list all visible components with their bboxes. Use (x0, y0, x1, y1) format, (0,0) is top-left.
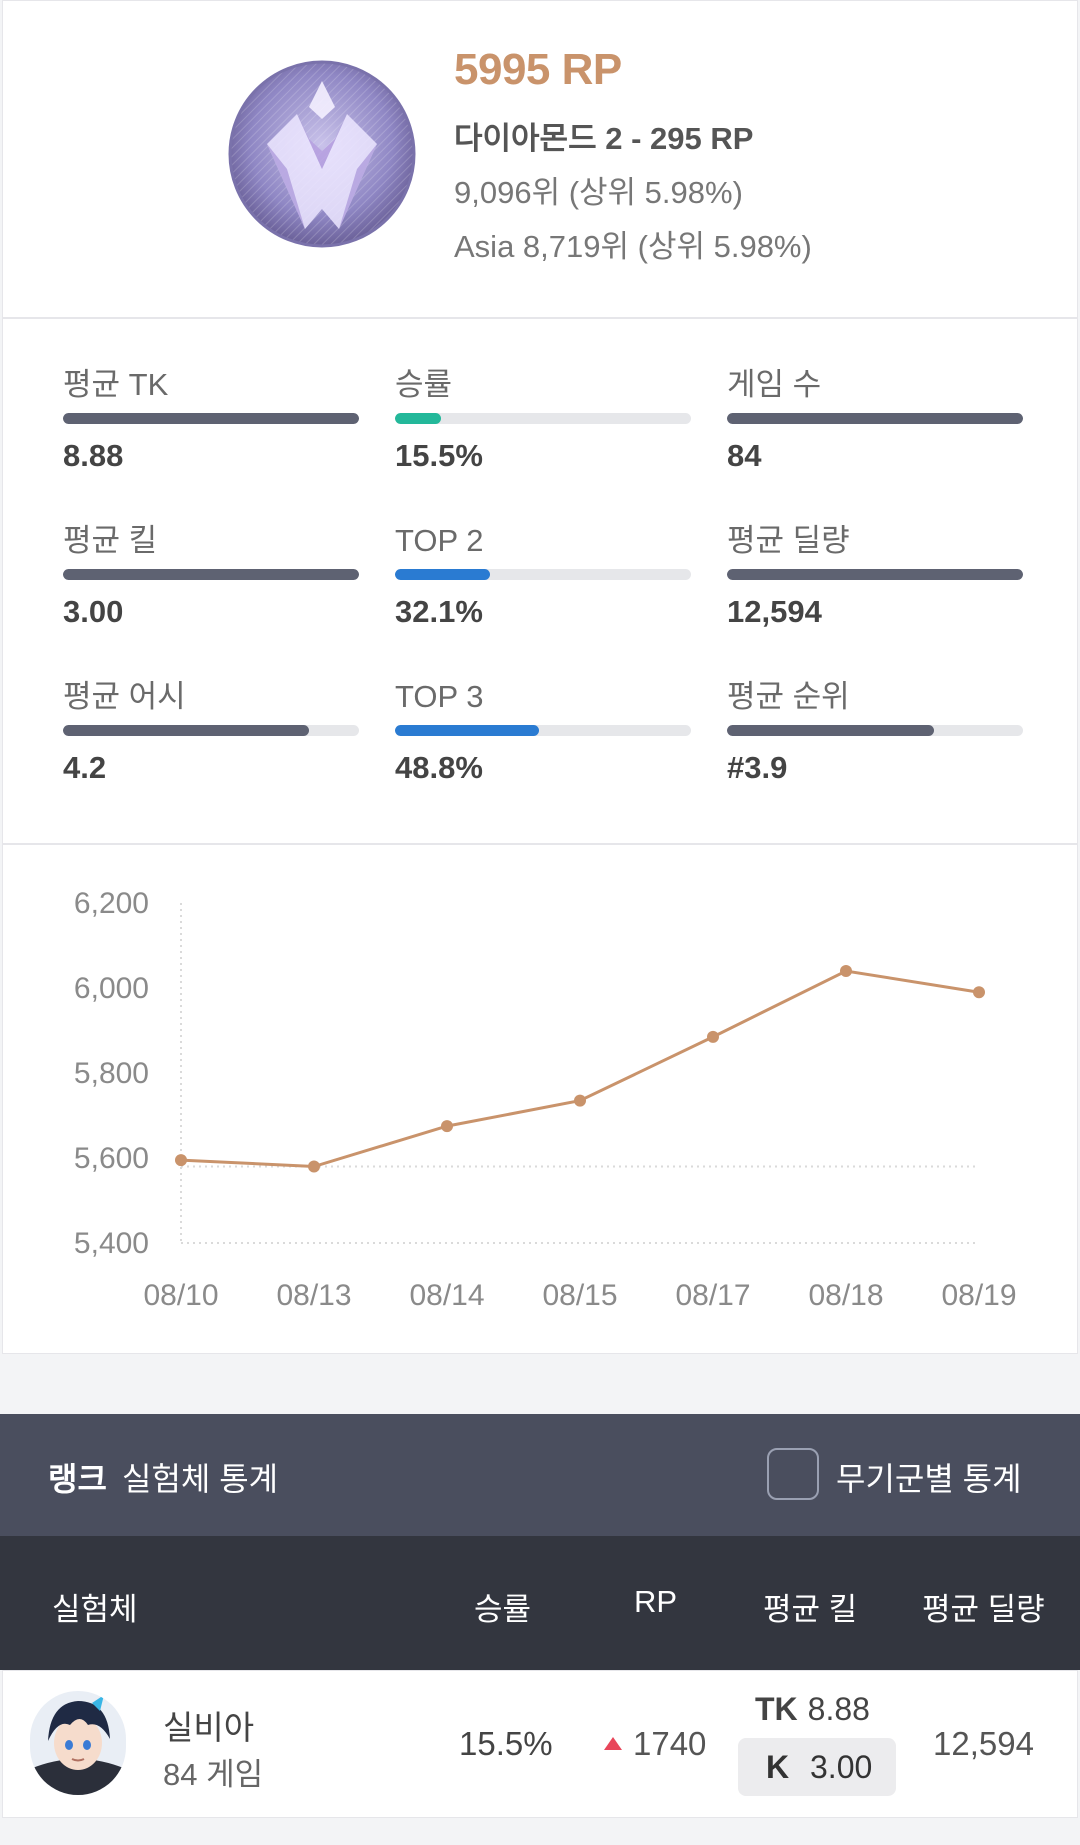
stat-bar (727, 413, 1023, 424)
stat-value: 3.00 (63, 594, 124, 629)
stat-item: TOP 3 48.8% (395, 673, 691, 786)
stat-bar-fill (727, 413, 1023, 424)
stat-bar (727, 569, 1023, 580)
x-tick-label: 08/14 (409, 1279, 484, 1312)
x-tick-label: 08/17 (675, 1279, 750, 1312)
rp-history-chart: 6,200 6,000 5,800 5,600 5,400 08/10 08/13 08/14… (2, 844, 1078, 1354)
stat-item: 승률 15.5% (395, 361, 691, 474)
global-rank: 9,096위 (상위 5.98%) (454, 175, 743, 210)
table-title-bar: 랭크 실험체 통계 무기군별 통계 (0, 1414, 1080, 1536)
stat-bar-fill (395, 569, 491, 580)
rank-summary-card: 5995 RP 다이아몬드 2 - 295 RP 9,096위 (상위 5.98… (2, 0, 1078, 318)
weapon-group-checkbox[interactable] (767, 1448, 819, 1500)
x-tick-label: 08/13 (276, 1279, 351, 1312)
stat-item: 평균 TK 8.88 (63, 361, 359, 474)
stat-label: 평균 TK (63, 367, 169, 402)
region-rank: Asia 8,719위 (상위 5.98%) (454, 229, 812, 264)
stat-value: 84 (727, 438, 762, 473)
tk-label: TK (755, 1691, 798, 1727)
table-row[interactable]: 실비아 84 게임 15.5% 1740 TK 8.88 K 3.00 12,59… (2, 1670, 1078, 1818)
column-header-rp[interactable]: RP (634, 1584, 678, 1619)
stat-value: 8.88 (63, 438, 124, 473)
rp-up-arrow-icon (604, 1737, 622, 1750)
current-rp: 5995 RP (454, 45, 622, 94)
k-label: K (766, 1749, 790, 1785)
stat-value: #3.9 (727, 750, 788, 785)
stat-bar-fill (395, 413, 441, 424)
column-header-avg-kill[interactable]: 평균 킬 (763, 1592, 858, 1627)
table-title: 실험체 통계 (122, 1461, 279, 1497)
stat-bar (63, 413, 359, 424)
rp-data-point (973, 986, 985, 999)
stat-item: 평균 딜량 12,594 (727, 517, 1023, 630)
stat-item: 평균 킬 3.00 (63, 517, 359, 630)
table-header: 실험체 승률 RP 평균 킬 평균 딜량 (0, 1536, 1080, 1670)
rp-data-point (175, 1154, 187, 1167)
x-tick-label: 08/10 (143, 1279, 218, 1312)
rp-line-chart: 6,200 6,000 5,800 5,600 5,400 08/10 08/13 08/14… (74, 887, 1017, 1312)
tk-value: 8.88 (807, 1691, 870, 1727)
stat-value: 48.8% (395, 750, 483, 785)
x-tick-label: 08/18 (808, 1279, 883, 1312)
stat-value: 4.2 (63, 750, 107, 785)
x-tick-label: 08/15 (542, 1279, 617, 1312)
stat-bar-fill (727, 725, 935, 736)
stat-item: TOP 2 32.1% (395, 517, 691, 630)
weapon-group-checkbox-label[interactable]: 무기군별 통계 (836, 1461, 1022, 1497)
stat-label: 승률 (395, 367, 453, 402)
y-tick-label: 5,600 (74, 1142, 149, 1175)
stat-bar (395, 413, 691, 424)
character-games: 84 게임 (163, 1757, 264, 1792)
stat-label: 평균 킬 (63, 523, 158, 558)
stat-bar (727, 725, 1023, 736)
stat-label: TOP 2 (395, 523, 484, 558)
stat-bar-fill (727, 569, 1023, 580)
stats-summary-card: 평균 TK 8.88 승률 15.5% 게임 수 84 평균 킬 3.00 TOP 2 32.1%… (2, 318, 1078, 844)
table-title-mode: 랭크 (48, 1461, 107, 1497)
x-tick-label: 08/19 (941, 1279, 1016, 1312)
diamond-tier-emblem-icon (228, 60, 416, 248)
stat-label: 게임 수 (727, 367, 822, 402)
column-header-winrate[interactable]: 승률 (474, 1592, 532, 1627)
rp-data-point (441, 1120, 453, 1133)
rp-series-line (180, 969, 980, 1169)
stat-label: 평균 순위 (727, 679, 850, 714)
character-tk: TK 8.88 (755, 1691, 870, 1728)
y-tick-label: 6,000 (74, 972, 149, 1005)
stat-bar-fill (63, 413, 359, 424)
character-kill-chip: K 3.00 (738, 1738, 896, 1796)
character-rp: 1740 (633, 1725, 707, 1762)
rp-data-point (707, 1030, 719, 1043)
stat-item: 평균 순위 #3.9 (727, 673, 1023, 786)
stat-bar-fill (63, 725, 309, 736)
stat-label: 평균 어시 (63, 679, 186, 714)
y-tick-label: 6,200 (74, 887, 149, 920)
stat-bar (395, 569, 691, 580)
stat-bar (63, 569, 359, 580)
stat-bar-fill (395, 725, 540, 736)
stat-value: 12,594 (727, 594, 822, 629)
rp-data-point (840, 965, 852, 977)
stat-value: 15.5% (395, 438, 483, 473)
stat-label: TOP 3 (395, 679, 484, 714)
stat-bar (395, 725, 691, 736)
character-avg-damage: 12,594 (933, 1725, 1034, 1762)
stat-bar-fill (63, 569, 359, 580)
k-value: 3.00 (810, 1749, 873, 1785)
stat-item: 평균 어시 4.2 (63, 673, 359, 786)
stat-bar (63, 725, 359, 736)
character-winrate: 15.5% (459, 1725, 553, 1762)
stat-item: 게임 수 84 (727, 361, 1023, 474)
character-avatar-icon (30, 1691, 126, 1795)
character-name: 실비아 (163, 1709, 255, 1746)
stat-label: 평균 딜량 (727, 523, 850, 558)
y-tick-label: 5,400 (74, 1227, 149, 1260)
y-tick-label: 5,800 (74, 1057, 149, 1090)
rp-data-point (574, 1094, 586, 1107)
rp-data-point (308, 1160, 320, 1173)
tier-label: 다이아몬드 2 - 295 RP (454, 121, 754, 156)
stat-value: 32.1% (395, 594, 483, 629)
column-header-avg-damage[interactable]: 평균 딜량 (922, 1592, 1045, 1627)
column-header-character[interactable]: 실험체 (52, 1592, 138, 1627)
